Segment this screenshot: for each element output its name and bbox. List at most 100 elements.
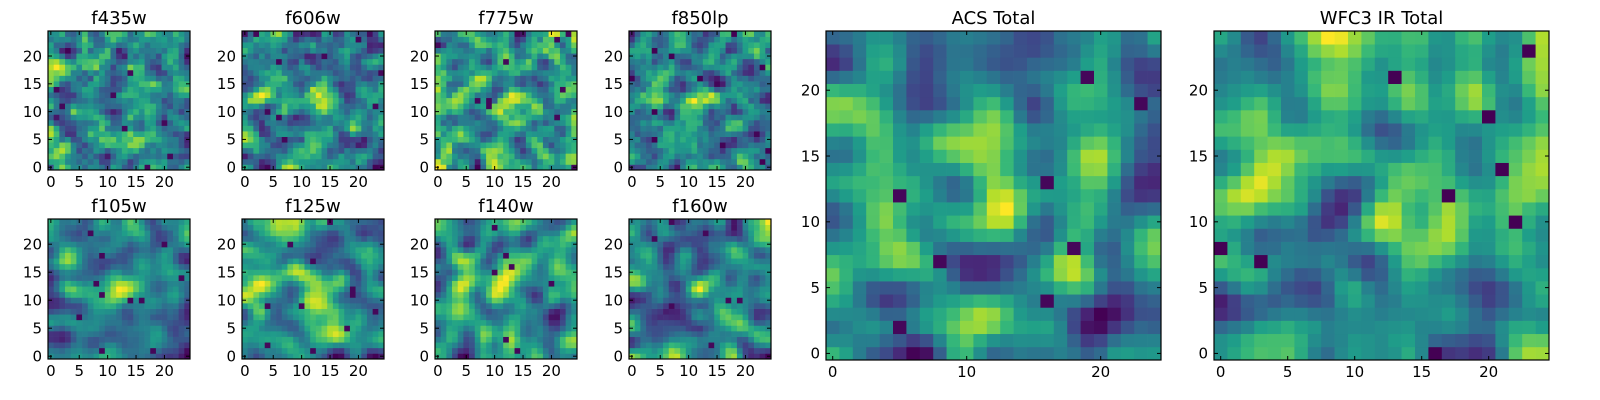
heatmap-cell: [161, 136, 168, 143]
heatmap-cell: [714, 97, 721, 104]
heatmap-cell: [663, 347, 670, 354]
heatmap-cell: [366, 269, 373, 276]
heatmap-cell: [508, 286, 515, 293]
heatmap-cell: [59, 331, 66, 337]
heatmap-cell: [127, 158, 134, 165]
heatmap-cell: [520, 303, 527, 309]
heatmap-cell: [65, 308, 72, 315]
heatmap-cell: [59, 31, 66, 37]
heatmap-cell: [508, 125, 515, 132]
heatmap-cell: [53, 31, 60, 37]
heatmap-cell: [366, 235, 373, 242]
heatmap-cell: [537, 136, 544, 143]
heatmap-cell: [634, 336, 641, 343]
heatmap-cell: [172, 219, 179, 225]
heatmap-cell: [372, 325, 379, 332]
heatmap-cell: [514, 125, 521, 132]
heatmap-cell: [486, 142, 493, 149]
heatmap-cell: [702, 319, 709, 326]
heatmap-cell: [247, 158, 254, 165]
heatmap-cell: [287, 319, 294, 326]
heatmap-cell: [759, 164, 766, 171]
heatmap-cell: [110, 252, 117, 259]
heatmap-cell: [178, 114, 185, 121]
heatmap-cell: [298, 36, 305, 43]
heatmap-cell: [668, 53, 675, 60]
heatmap-cell: [65, 36, 72, 43]
heatmap-cell: [440, 269, 447, 276]
heatmap-cell: [486, 331, 493, 337]
heatmap-cell: [571, 69, 578, 76]
heatmap-cell: [144, 42, 151, 49]
heatmap-cell: [59, 297, 66, 304]
heatmap-cell: [144, 114, 151, 121]
heatmap-cell: [537, 219, 544, 225]
heatmap-cell: [680, 336, 687, 343]
heatmap-cell: [372, 125, 379, 132]
heatmap-cell: [372, 75, 379, 82]
heatmap-cell: [99, 291, 106, 298]
heatmap-cell: [657, 275, 664, 281]
x-tick-label: 5: [461, 173, 471, 191]
heatmap-cell: [355, 319, 362, 326]
heatmap-cell: [150, 86, 157, 93]
heatmap-cell: [332, 158, 339, 165]
heatmap-cell: [361, 131, 368, 137]
heatmap-cell: [321, 353, 328, 360]
heatmap-cell: [70, 97, 77, 104]
heatmap-cell: [281, 131, 288, 137]
heatmap-cell: [150, 92, 157, 99]
heatmap-cell: [82, 219, 89, 225]
heatmap-cell: [355, 314, 362, 321]
heatmap-cell: [310, 319, 317, 326]
heatmap-cell: [87, 336, 94, 343]
heatmap-cell: [53, 252, 60, 259]
heatmap-cell: [646, 92, 653, 99]
heatmap-cell: [657, 42, 664, 49]
heatmap-cell: [463, 235, 470, 242]
heatmap-cell: [668, 42, 675, 49]
heatmap-cell: [503, 75, 510, 82]
heatmap-cell: [753, 31, 760, 37]
heatmap-cell: [548, 347, 555, 354]
heatmap-cell: [264, 147, 271, 154]
heatmap-cell: [253, 297, 260, 304]
heatmap-cell: [327, 280, 334, 287]
heatmap-cell: [127, 69, 134, 76]
heatmap-cell: [452, 263, 459, 270]
heatmap-cell: [685, 314, 692, 321]
heatmap-cell: [378, 303, 385, 309]
heatmap-cell: [70, 263, 77, 270]
heatmap-cell: [70, 47, 77, 54]
heatmap-cell: [144, 64, 151, 71]
heatmap-cell: [719, 69, 726, 76]
heatmap-cell: [138, 75, 145, 82]
heatmap-cell: [138, 336, 145, 343]
heatmap-cell: [172, 164, 179, 171]
heatmap-cell: [178, 42, 185, 49]
heatmap-cell: [104, 280, 111, 287]
heatmap-cell: [554, 258, 561, 265]
heatmap-cell: [270, 280, 277, 287]
heatmap-cell: [321, 97, 328, 104]
heatmap-cell: [565, 47, 572, 54]
heatmap-cell: [76, 103, 83, 110]
heatmap-cell: [435, 58, 442, 65]
heatmap-cell: [355, 53, 362, 60]
heatmap-cell: [298, 247, 305, 253]
heatmap-cell: [264, 219, 271, 225]
heatmap-cell: [714, 69, 721, 76]
heatmap-cell: [651, 92, 658, 99]
heatmap-cell: [486, 325, 493, 332]
heatmap-cell: [634, 286, 641, 293]
heatmap-cell: [332, 92, 339, 99]
heatmap-cell: [253, 58, 260, 65]
heatmap-cell: [457, 291, 464, 298]
heatmap-cell: [714, 347, 721, 354]
heatmap-cell: [349, 230, 356, 237]
heatmap-cell: [736, 319, 743, 326]
heatmap-cell: [361, 353, 368, 360]
heatmap-cell: [542, 53, 549, 60]
heatmap-cell: [452, 75, 459, 82]
heatmap-cell: [435, 280, 442, 287]
